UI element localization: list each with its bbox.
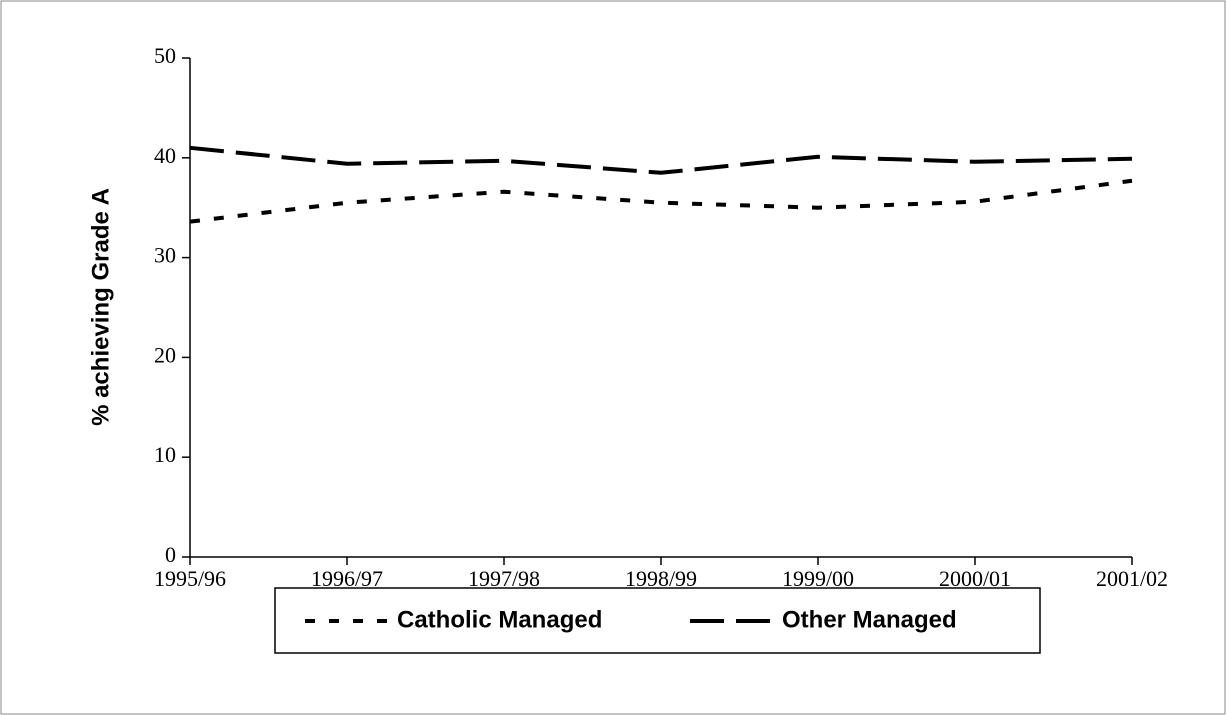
y-tick-label: 10 xyxy=(154,442,176,467)
legend-label: Catholic Managed xyxy=(397,606,602,633)
y-tick-label: 40 xyxy=(154,143,176,168)
x-tick-label: 2001/02 xyxy=(1096,566,1168,591)
legend-label: Other Managed xyxy=(782,606,957,633)
legend xyxy=(274,587,1041,654)
x-tick-label: 1996/97 xyxy=(311,566,383,591)
x-tick-label: 1995/96 xyxy=(154,566,226,591)
x-tick-label: 2000/01 xyxy=(939,566,1011,591)
y-tick-label: 20 xyxy=(154,342,176,367)
y-axis-label: % achieving Grade A xyxy=(87,188,114,426)
x-tick-label: 1997/98 xyxy=(468,566,540,591)
y-tick-label: 50 xyxy=(154,43,176,68)
x-tick-label: 1998/99 xyxy=(625,566,697,591)
y-tick-label: 0 xyxy=(165,542,176,567)
x-tick-label: 1999/00 xyxy=(782,566,854,591)
series-line xyxy=(189,145,1133,175)
y-tick-label: 30 xyxy=(154,243,176,268)
